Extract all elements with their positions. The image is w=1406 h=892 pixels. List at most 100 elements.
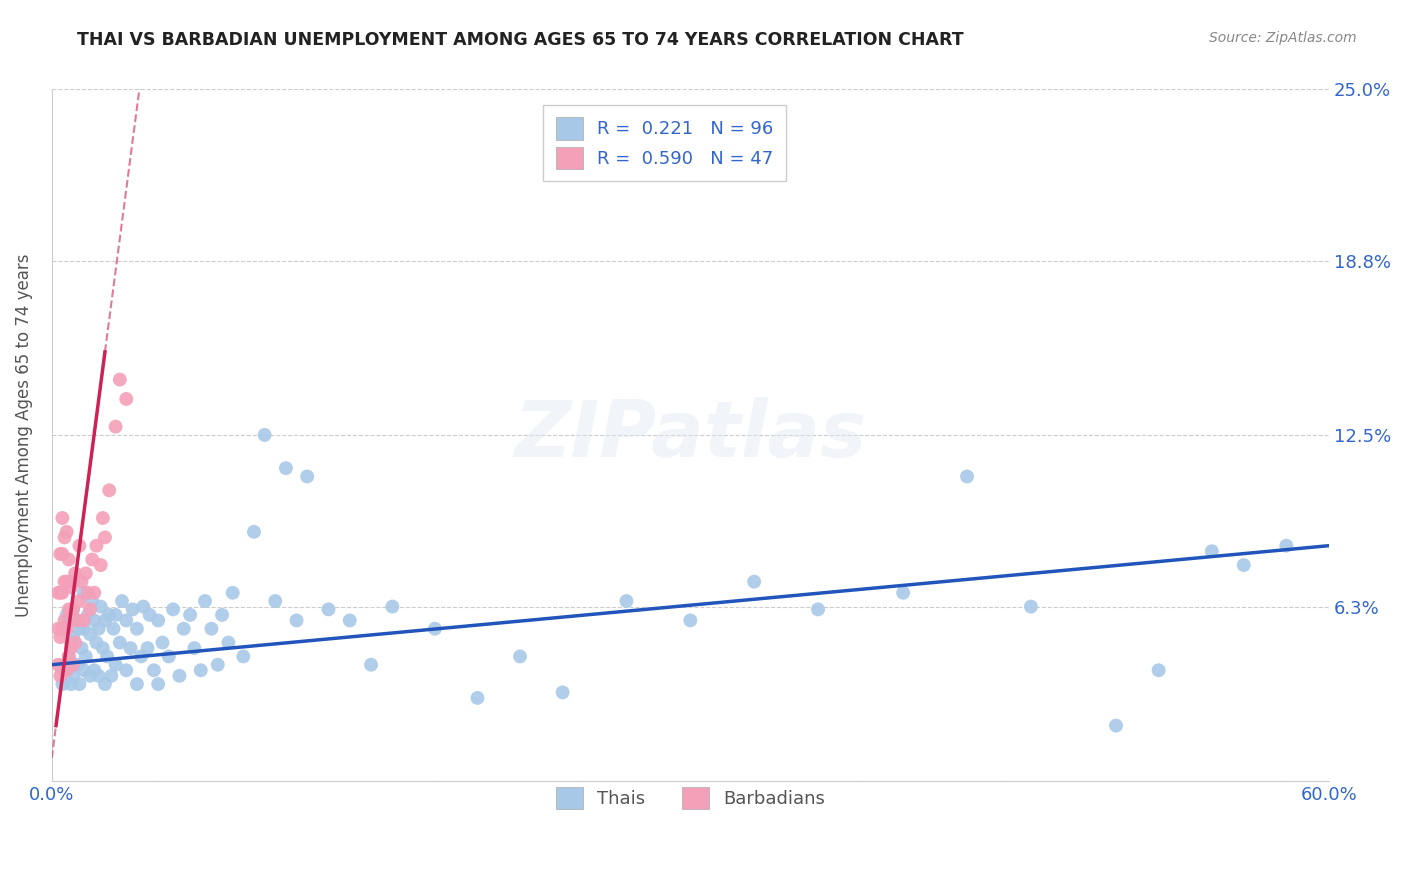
- Point: [94, 677, 117, 691]
- Point: [190, 663, 212, 677]
- Point: [67, 594, 90, 608]
- Point: [132, 599, 155, 614]
- Point: [75, 566, 97, 581]
- Point: [83, 586, 105, 600]
- Point: [183, 641, 205, 656]
- Point: [51, 663, 73, 677]
- Point: [148, 677, 170, 691]
- Point: [142, 663, 165, 677]
- Point: [138, 607, 160, 622]
- Point: [90, 599, 112, 614]
- Point: [62, 669, 84, 683]
- Point: [66, 614, 89, 628]
- Point: [82, 552, 104, 566]
- Point: [339, 614, 361, 628]
- Point: [51, 622, 73, 636]
- Y-axis label: Unemployment Among Ages 65 to 74 years: Unemployment Among Ages 65 to 74 years: [15, 253, 32, 616]
- Point: [82, 594, 104, 608]
- Point: [295, 469, 318, 483]
- Point: [98, 607, 121, 622]
- Point: [169, 669, 191, 683]
- Point: [53, 530, 76, 544]
- Point: [1019, 599, 1042, 614]
- Point: [108, 373, 131, 387]
- Point: [51, 586, 73, 600]
- Point: [46, 622, 69, 636]
- Point: [90, 558, 112, 572]
- Point: [62, 630, 84, 644]
- Point: [1147, 663, 1170, 677]
- Point: [103, 622, 125, 636]
- Point: [53, 574, 76, 589]
- Point: [616, 594, 638, 608]
- Point: [87, 669, 110, 683]
- Point: [53, 657, 76, 672]
- Point: [62, 602, 84, 616]
- Point: [73, 622, 96, 636]
- Point: [94, 614, 117, 628]
- Point: [87, 622, 110, 636]
- Point: [891, 586, 914, 600]
- Point: [120, 641, 142, 656]
- Point: [59, 641, 82, 656]
- Point: [243, 524, 266, 539]
- Point: [55, 607, 77, 622]
- Point: [59, 677, 82, 691]
- Point: [94, 530, 117, 544]
- Legend: Thais, Barbadians: Thais, Barbadians: [541, 773, 839, 824]
- Point: [46, 586, 69, 600]
- Point: [264, 594, 287, 608]
- Point: [807, 602, 830, 616]
- Point: [423, 622, 446, 636]
- Point: [742, 574, 765, 589]
- Point: [152, 635, 174, 649]
- Point: [70, 641, 93, 656]
- Point: [83, 663, 105, 677]
- Point: [509, 649, 531, 664]
- Point: [63, 566, 86, 581]
- Point: [79, 669, 101, 683]
- Point: [59, 580, 82, 594]
- Point: [125, 622, 148, 636]
- Text: THAI VS BARBADIAN UNEMPLOYMENT AMONG AGES 65 TO 74 YEARS CORRELATION CHART: THAI VS BARBADIAN UNEMPLOYMENT AMONG AGE…: [77, 31, 965, 49]
- Point: [67, 539, 90, 553]
- Point: [83, 614, 105, 628]
- Point: [58, 649, 80, 664]
- Point: [62, 657, 84, 672]
- Point: [59, 635, 82, 649]
- Point: [58, 614, 80, 628]
- Point: [111, 594, 134, 608]
- Point: [62, 602, 84, 616]
- Point: [121, 602, 143, 616]
- Point: [115, 392, 138, 406]
- Point: [274, 461, 297, 475]
- Point: [75, 649, 97, 664]
- Point: [58, 649, 80, 664]
- Point: [51, 677, 73, 691]
- Point: [46, 657, 69, 672]
- Point: [253, 428, 276, 442]
- Point: [58, 602, 80, 616]
- Point: [49, 547, 72, 561]
- Point: [551, 685, 574, 699]
- Point: [55, 524, 77, 539]
- Point: [49, 586, 72, 600]
- Point: [98, 483, 121, 498]
- Point: [136, 641, 159, 656]
- Point: [55, 574, 77, 589]
- Point: [73, 586, 96, 600]
- Point: [115, 663, 138, 677]
- Point: [73, 614, 96, 628]
- Point: [58, 552, 80, 566]
- Point: [67, 622, 90, 636]
- Point: [360, 657, 382, 672]
- Point: [66, 614, 89, 628]
- Point: [49, 669, 72, 683]
- Point: [173, 622, 195, 636]
- Point: [55, 622, 77, 636]
- Point: [217, 635, 239, 649]
- Point: [100, 669, 122, 683]
- Point: [51, 547, 73, 561]
- Point: [91, 511, 114, 525]
- Point: [73, 663, 96, 677]
